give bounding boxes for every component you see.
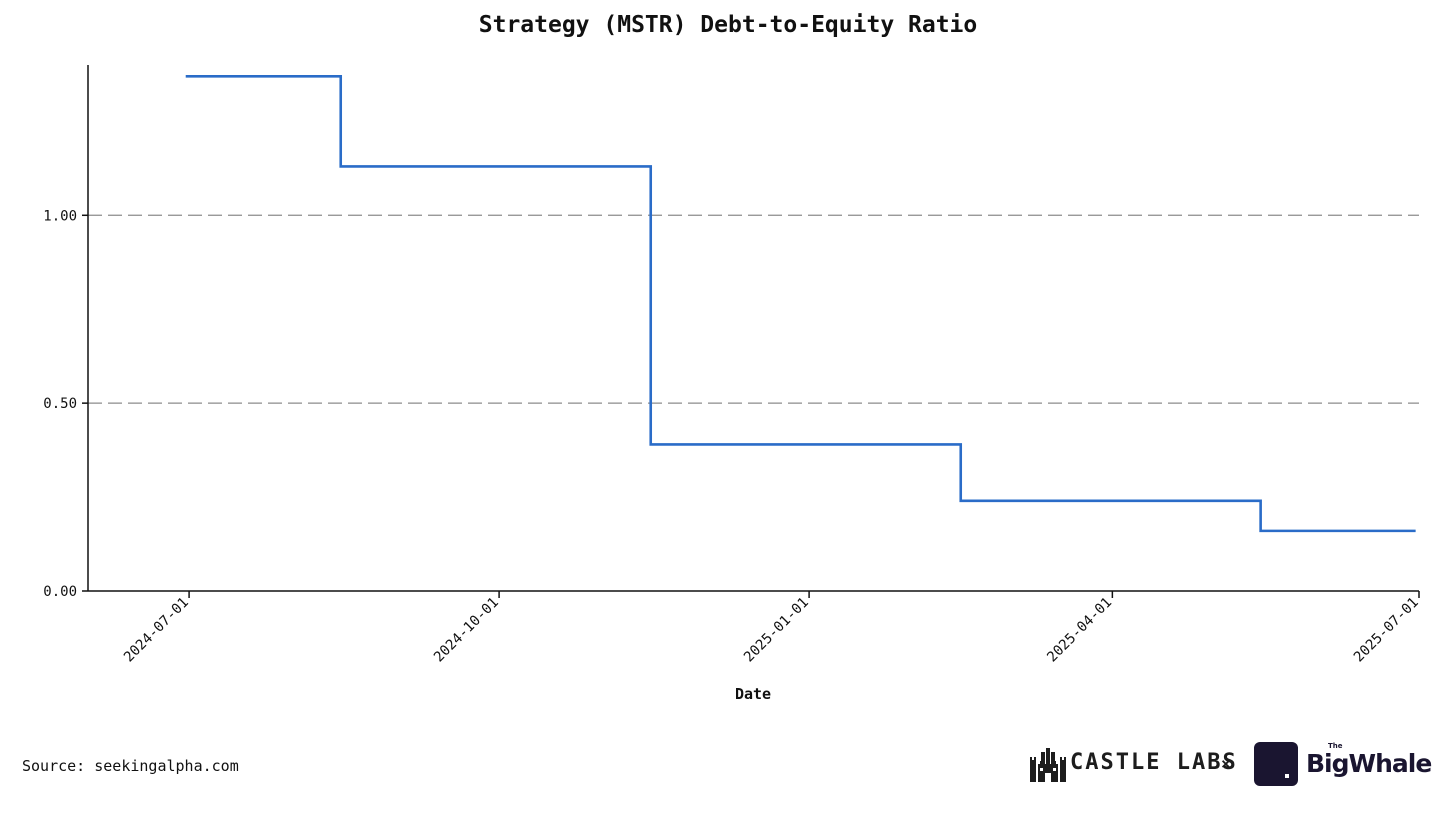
axes: [87, 65, 1419, 592]
y-tick-label: 1.00: [43, 208, 77, 224]
y-tick-label: 0.50: [43, 396, 77, 412]
x-tick-label: 2025-01-01: [741, 595, 812, 666]
logo-separator: ×: [1221, 754, 1231, 773]
source-note: Source: seekingalpha.com: [22, 757, 239, 775]
x-tick-label: 2025-07-01: [1351, 595, 1422, 666]
whale-tile-icon: [1254, 742, 1298, 786]
series-layer: [185, 74, 1416, 533]
y-tick-label: 0.00: [43, 584, 77, 600]
grid-lines: [88, 214, 1419, 404]
x-tick-label: 2025-04-01: [1044, 595, 1115, 666]
x-tick-label: 2024-10-01: [431, 595, 502, 666]
series-line-0: [185, 74, 1416, 533]
chart-title: Strategy (MSTR) Debt-to-Equity Ratio: [478, 12, 978, 38]
big-whale-wordmark: BigWhale: [1306, 749, 1432, 778]
castle-icon: [1030, 748, 1066, 782]
x-axis-label: Date: [735, 685, 771, 703]
x-tick-label: 2024-07-01: [121, 595, 192, 666]
chart-plot: 0.00 0.50 1.00 2024-07-01 2024-10-01 2025-01-…: [43, 65, 1422, 703]
whale-tile-dot: [1285, 774, 1289, 778]
castle-labs-wordmark: CASTLE LABS: [1070, 750, 1238, 775]
big-whale-prefix: The: [1328, 742, 1343, 750]
tick-marks: 0.00 0.50 1.00 2024-07-01 2024-10-01 2025-01-…: [43, 208, 1422, 665]
brand-logos: CASTLE LABS × The BigWhale: [1026, 740, 1432, 790]
